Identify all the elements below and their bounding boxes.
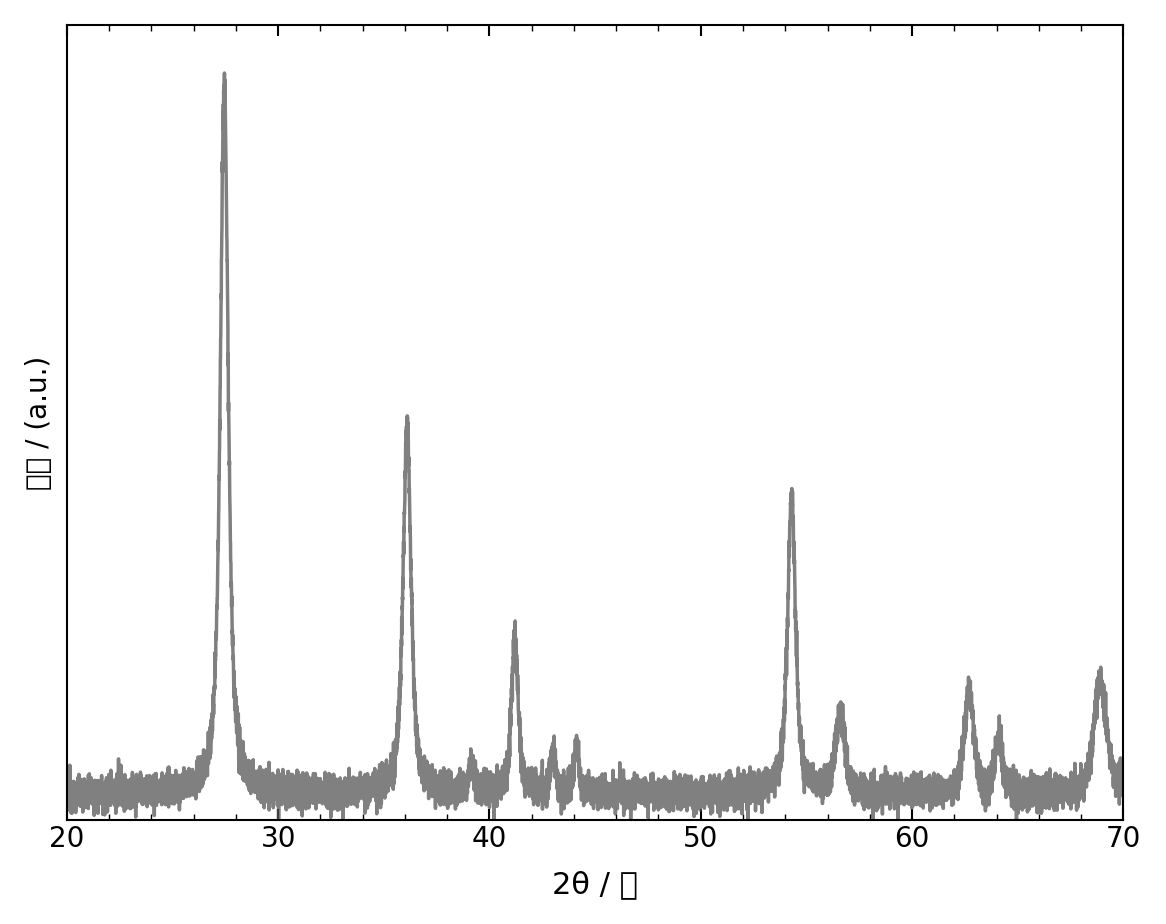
Y-axis label: 强度 / (a.u.): 强度 / (a.u.) xyxy=(24,356,52,490)
X-axis label: 2θ / 度: 2θ / 度 xyxy=(553,870,638,899)
